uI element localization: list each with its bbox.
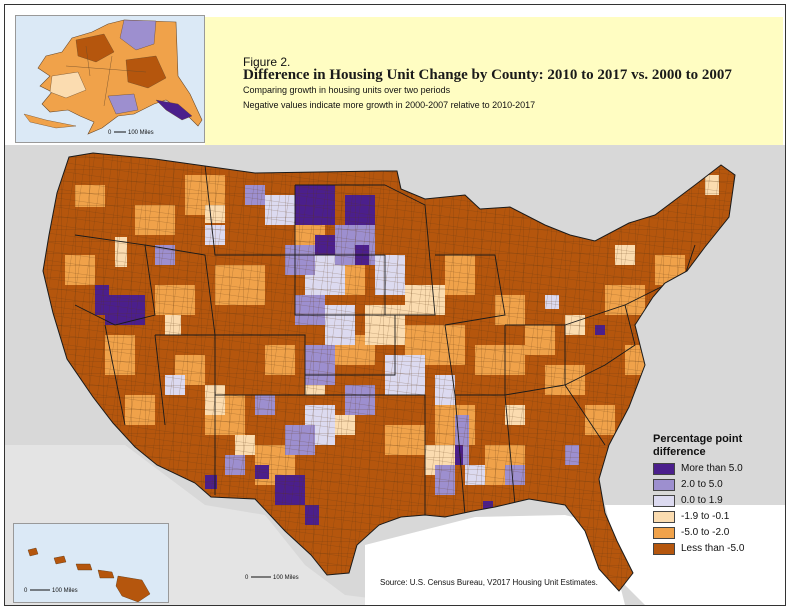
legend-item: 0.0 to 1.9: [653, 494, 773, 507]
map-title: Difference in Housing Unit Change by Cou…: [243, 67, 732, 83]
conus-scale-bar: 0 100 Miles: [245, 575, 299, 581]
alaska-scale-bar: 0 100 Miles: [108, 130, 154, 136]
legend-label: 0.0 to 1.9: [681, 495, 723, 506]
legend-swatch: [653, 494, 675, 507]
alaska-map: 0 100 Miles: [16, 16, 204, 142]
map-note: Negative values indicate more growth in …: [243, 100, 536, 110]
title-panel: Figure 2.: [205, 17, 783, 145]
hawaii-scale-start: 0: [24, 588, 28, 594]
legend-label: -1.9 to -0.1: [681, 511, 730, 522]
legend-swatch: [653, 526, 675, 539]
hawaii-inset: 0 100 Miles: [13, 523, 169, 603]
legend-item: -5.0 to -2.0: [653, 526, 773, 539]
legend-title-line1: Percentage point: [653, 433, 743, 445]
figure-frame: 0 100 Miles Figure 2. Difference in Hous…: [4, 4, 786, 606]
legend: Percentage point difference More than 5.…: [653, 433, 773, 555]
legend-label: -5.0 to -2.0: [681, 527, 730, 538]
legend-item: Less than -5.0: [653, 542, 773, 555]
legend-label: Less than -5.0: [681, 543, 745, 554]
legend-label: More than 5.0: [681, 463, 743, 474]
legend-title-line2: difference: [653, 446, 706, 458]
hawaii-scale-label: 100 Miles: [52, 588, 78, 594]
legend-item: -1.9 to -0.1: [653, 510, 773, 523]
conus-outline: [42, 152, 736, 592]
alaska-scale-start: 0: [108, 130, 112, 136]
legend-label: 2.0 to 5.0: [681, 479, 723, 490]
legend-swatch: [653, 478, 675, 491]
legend-swatch: [653, 462, 675, 475]
legend-item: 2.0 to 5.0: [653, 478, 773, 491]
legend-swatch: [653, 542, 675, 555]
source-note: Source: U.S. Census Bureau, V2017 Housin…: [380, 578, 598, 587]
figure-label: Figure 2.: [243, 55, 291, 69]
conus-map: 0 100 Miles: [5, 145, 785, 605]
legend-swatch: [653, 510, 675, 523]
alaska-inset: 0 100 Miles: [15, 15, 205, 143]
alaska-scale-label: 100 Miles: [128, 130, 154, 136]
hawaii-map: 0 100 Miles: [14, 524, 168, 602]
conus-scale-label: 100 Miles: [273, 575, 299, 581]
conus-scale-start: 0: [245, 575, 249, 581]
conus-map-area: 0 100 Miles: [5, 145, 785, 605]
hawaii-scale-bar: 0 100 Miles: [24, 588, 78, 594]
legend-item: More than 5.0: [653, 462, 773, 475]
map-subtitle: Comparing growth in housing units over t…: [243, 85, 451, 95]
